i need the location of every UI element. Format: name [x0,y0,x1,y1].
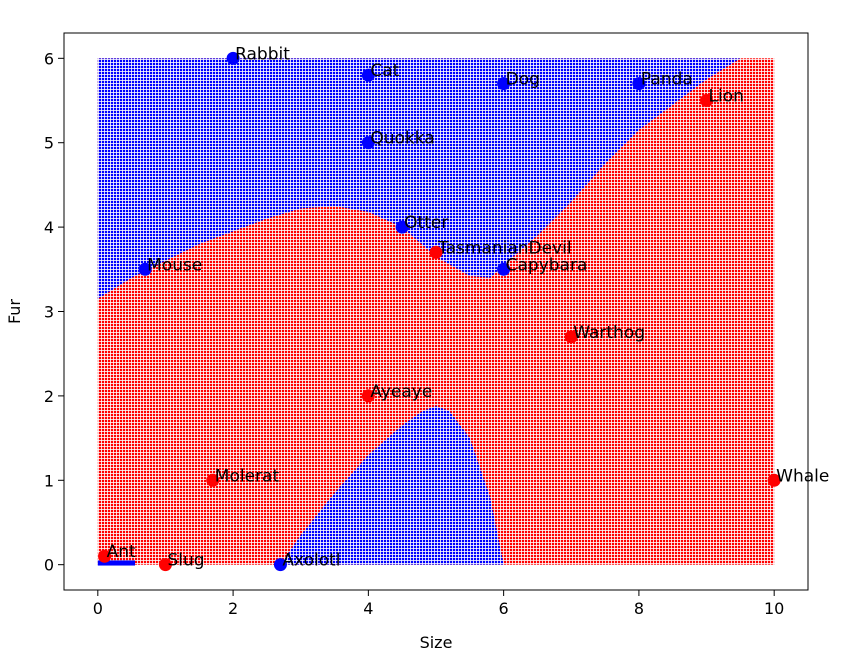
point-label-cat: Cat [370,61,399,81]
point-warthog [564,330,578,344]
y-axis: 0 1 2 3 4 5 6 [44,49,64,575]
point-tasmaniandevil [429,245,443,259]
point-label-ant: Ant [107,542,136,562]
point-label-slug: Slug [167,551,204,571]
point-label-otter: Otter [404,213,448,233]
y-axis-label: Fur [5,299,24,324]
blue-region-upper [97,58,741,299]
point-label-dog: Dog [506,70,540,90]
x-tick-label: 8 [634,599,644,618]
y-tick-label: 1 [44,471,54,490]
x-tick-label: 6 [499,599,509,618]
point-label-whale: Whale [776,466,829,486]
decision-regions [97,58,775,566]
point-panda [632,77,646,91]
point-lion [700,94,714,108]
blue-region-lower [280,406,504,565]
y-tick-label: 3 [44,303,54,322]
y-tick-label: 4 [44,218,54,237]
data-points [98,51,781,572]
x-tick-label: 0 [93,599,103,618]
x-axis-label: Size [420,633,453,652]
point-label-rabbit: Rabbit [235,44,290,64]
point-axolotl [273,558,287,572]
y-tick-label: 0 [44,556,54,575]
y-tick-label: 2 [44,387,54,406]
point-dog [497,77,511,91]
point-label-mouse: Mouse [147,255,202,275]
point-label-molerat: Molerat [215,466,280,486]
y-tick-label: 5 [44,134,54,153]
point-label-panda: Panda [641,70,693,90]
point-label-ayeaye: Ayeaye [370,382,432,402]
point-ant [98,549,112,563]
point-rabbit [226,51,240,65]
point-capybara [497,262,511,276]
point-quokka [361,136,375,150]
x-axis: 0 2 4 6 8 10 [93,590,784,618]
y-tick-label: 6 [44,49,54,68]
point-label-quokka: Quokka [370,129,434,149]
x-tick-label: 4 [363,599,373,618]
point-ayeaye [361,389,375,403]
point-label-lion: Lion [709,87,744,107]
point-whale [767,473,781,487]
point-mouse [138,262,152,276]
x-tick-label: 2 [228,599,238,618]
point-cat [361,68,375,82]
blue-region-corner [97,560,136,566]
point-label-capybara: Capybara [506,255,588,275]
point-slug [158,558,172,572]
point-molerat [206,473,220,487]
point-label-warthog: Warthog [573,323,645,343]
point-otter [395,220,409,234]
point-labels: Rabbit Cat Dog Panda Lion Quokka Otter Tasmania… [107,44,830,570]
point-label-tasmaniandevil: TasmanianDevil [437,238,572,258]
x-tick-label: 10 [764,599,784,618]
point-label-axolotl: Axolotl [282,551,340,571]
